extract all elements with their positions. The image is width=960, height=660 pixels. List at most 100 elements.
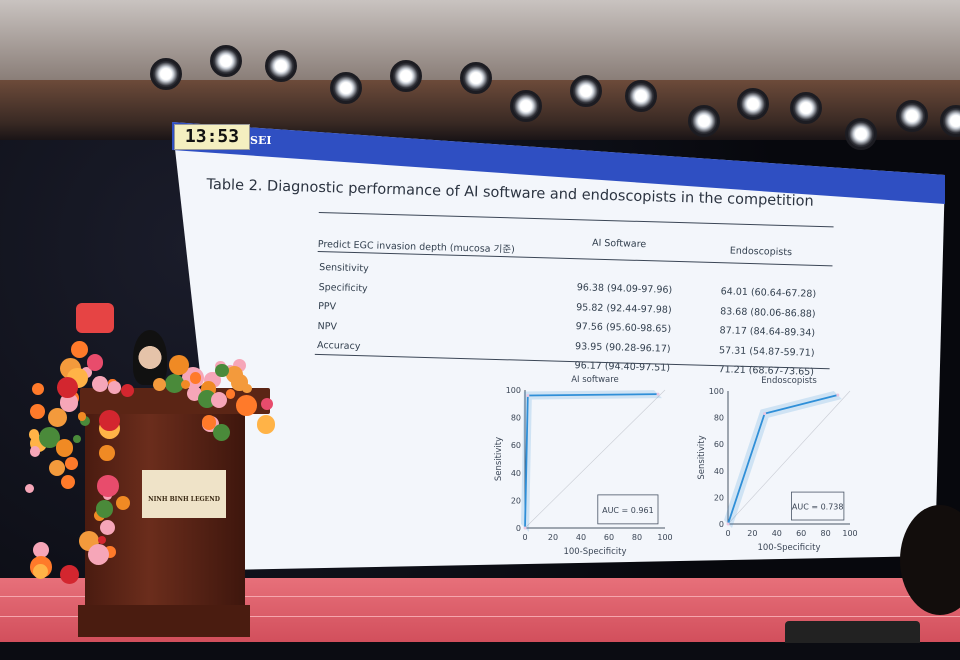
y-tick-label: 100 [709,387,724,396]
flower [30,404,46,420]
roc-chart-1: 0 20 40 60 80 100 0 20 40 60 80 100 Endoscopists 100-… [697,376,858,553]
flower [104,546,116,558]
y-tick-label: 20 [511,496,521,505]
flower [99,444,115,461]
stage-light [688,105,720,137]
flower [189,372,202,384]
flower [256,415,276,434]
data-point [836,393,840,397]
flower [236,394,258,416]
flower [210,391,228,409]
flower [59,564,80,585]
flower [231,374,248,391]
data-point [726,522,730,526]
flower [120,383,135,398]
flower [201,415,216,430]
speaker [133,330,167,385]
auc-box [597,494,659,525]
stage-light [737,88,769,120]
diagonal-reference [727,390,851,525]
flower [31,382,45,396]
y-tick-label: 0 [516,524,521,533]
flower [60,474,76,489]
data-point [523,526,527,530]
flower [72,435,81,444]
y-tick-label: 40 [511,469,521,478]
chart-title: Endoscopists [761,376,817,386]
flower [212,424,230,442]
flower [97,475,119,497]
x-axis-label: 100-Specificity [757,543,820,553]
flower [108,381,121,394]
flower [57,376,78,398]
x-tick-label: 0 [522,533,527,542]
stage-light [390,60,422,92]
x-tick-label: 40 [576,533,586,542]
flower [115,495,131,511]
stage-light [150,58,182,90]
flower [86,354,104,372]
y-axis-label: Sensitivity [697,435,707,479]
flower [242,383,252,394]
flower [180,380,190,390]
y-tick-label: 60 [511,441,521,450]
x-tick-label: 20 [747,529,757,538]
stage-light [570,75,602,107]
flower [25,483,35,493]
laptop [785,621,920,643]
flower [226,389,236,399]
university-logo: SEI [250,134,272,147]
stage-light [625,80,657,112]
flower [70,340,88,358]
x-tick-label: 60 [604,533,614,542]
flower [152,377,166,391]
flower [98,410,120,431]
y-tick-label: 20 [714,493,724,502]
flower [260,397,274,411]
stage-light [896,100,928,132]
flower [32,563,49,580]
data-point [526,394,530,398]
flower [28,429,40,441]
flower [55,439,73,457]
flower [32,542,50,559]
flower [97,535,107,545]
auc-box [791,491,845,521]
timer-clock: 13:53 [174,124,250,150]
stage-light [790,92,822,124]
stage-light [265,50,297,82]
podium-base [78,605,250,637]
x-tick-label: 100 [657,533,672,542]
x-tick-label: 80 [632,533,642,542]
stage-light [210,45,242,77]
auc-label: AUC = 0.961 [602,506,654,515]
flower [30,446,41,457]
x-axis-label: 100-Specificity [563,547,626,557]
x-tick-label: 60 [796,529,806,538]
stage-light [940,105,960,137]
x-tick-label: 20 [548,533,558,542]
x-tick-label: 100 [842,529,857,538]
flower [79,415,90,427]
flower [169,355,189,375]
flower [165,373,184,393]
y-tick-label: 80 [714,414,724,423]
confidence-band [724,390,842,528]
stage-light [330,72,362,104]
y-tick-label: 100 [506,386,521,395]
stage-light [845,118,877,150]
roc-chart-0: 0 20 40 60 80 100 0 20 40 60 80 100 AI software 100-S… [494,375,673,557]
y-axis-label: Sensitivity [494,437,504,481]
diagonal-reference [524,389,666,529]
flower [87,543,110,566]
audience-head [900,505,960,615]
y-tick-label: 0 [719,520,724,529]
flower [48,408,68,428]
flower [39,426,61,448]
stage-light [460,62,492,94]
flower [215,363,229,378]
x-tick-label: 0 [725,529,730,538]
stage-light [510,90,542,122]
x-tick-label: 40 [772,529,782,538]
y-tick-label: 80 [511,414,521,423]
